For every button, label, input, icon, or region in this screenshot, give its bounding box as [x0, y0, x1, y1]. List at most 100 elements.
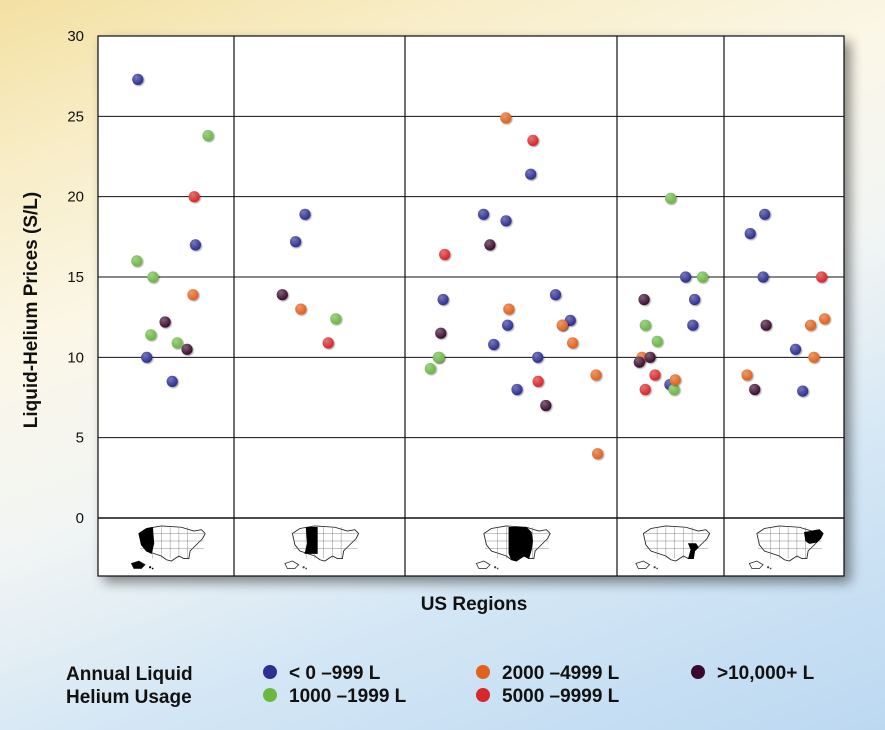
data-point-highlight [668, 383, 680, 396]
data-point-highlight [689, 293, 701, 306]
y-tick-label: 25 [67, 108, 84, 125]
data-point-highlight [669, 374, 681, 386]
data-point-highlight [757, 271, 769, 283]
data-point-highlight [639, 383, 651, 396]
data-point-highlight [477, 208, 490, 220]
data-point-highlight [741, 369, 753, 381]
data-point-highlight [633, 356, 645, 368]
region-map-mountain [284, 525, 360, 570]
y-tick-label: 15 [67, 269, 84, 286]
data-point-highlight [502, 319, 514, 331]
data-point-highlight [644, 351, 656, 363]
data-point-highlight [680, 271, 692, 283]
data-point-highlight [290, 236, 302, 248]
plot-area [97, 35, 845, 577]
data-point-highlight [299, 208, 311, 220]
data-point-highlight [500, 215, 512, 227]
data-point-highlight [147, 271, 159, 283]
data-point-highlight [424, 363, 436, 375]
region-maps [130, 525, 824, 570]
data-point-highlight [759, 208, 771, 220]
data-point-highlight [696, 271, 709, 283]
data-point-highlight [166, 375, 178, 387]
legend-label-5: >10,000+ L [717, 663, 815, 684]
y-tick-label: 0 [76, 510, 84, 527]
data-point-highlight [638, 293, 650, 306]
data-point-highlight [819, 313, 831, 325]
y-tick-label: 10 [67, 349, 84, 366]
data-point-highlight [488, 338, 500, 351]
data-point-highlight [651, 335, 663, 347]
y-axis-ticks: 0 5 10 15 20 25 30 [67, 28, 84, 527]
y-tick-label: 30 [67, 28, 84, 45]
data-point-highlight [202, 130, 214, 142]
data-point-highlight [159, 316, 171, 328]
y-axis-title: Liquid-Helium Prices (S/L) [21, 192, 42, 428]
x-axis-title: US Regions [421, 594, 528, 615]
data-point-highlight [749, 383, 761, 396]
data-point-highlight [808, 351, 820, 363]
data-point-highlight [556, 319, 568, 331]
legend-marker-1 [263, 665, 277, 679]
grid-lines [98, 36, 844, 576]
data-point-highlight [567, 337, 579, 349]
data-point-highlight [276, 289, 288, 301]
data-point-highlight [525, 168, 537, 180]
legend-label-3: 2000 –4999 L [502, 663, 620, 684]
data-point-highlight [188, 191, 200, 203]
data-point-highlight [639, 319, 651, 331]
legend-title-line-1: Annual Liquid [66, 664, 193, 685]
data-point-highlight [437, 293, 449, 306]
legend-marker-4 [476, 688, 490, 702]
data-point-highlight [805, 319, 817, 331]
data-point-highlight [665, 192, 677, 204]
legend-label-4: 5000 –9999 L [502, 686, 620, 707]
data-point-highlight [439, 248, 451, 261]
data-points [131, 73, 831, 460]
data-point-highlight [322, 337, 334, 349]
data-point-highlight [760, 319, 772, 331]
data-point-highlight [532, 375, 544, 387]
data-point-highlight [187, 289, 199, 301]
data-point-highlight [540, 399, 552, 412]
data-point-highlight [789, 343, 802, 355]
region-map-southeast [635, 525, 711, 570]
legend-label-1: < 0 –999 L [289, 663, 381, 684]
legend-title-line-2: Helium Usage [66, 687, 192, 708]
data-point-highlight [132, 73, 144, 85]
data-point-highlight [744, 228, 756, 240]
region-map-northeast [748, 525, 824, 570]
region-map-central [475, 525, 551, 570]
data-point-highlight [687, 319, 699, 331]
region-map-west [130, 525, 206, 570]
legend-marker-2 [263, 688, 277, 702]
data-point-highlight [649, 369, 661, 381]
data-point-highlight [141, 351, 153, 363]
data-point-highlight [484, 239, 496, 251]
data-point-highlight [511, 383, 523, 396]
legend: Annual Liquid Helium Usage < 0 –999 L100… [66, 663, 815, 708]
y-tick-label: 20 [67, 189, 84, 206]
y-tick-label: 5 [76, 430, 84, 447]
data-point-highlight [189, 239, 201, 251]
data-point-highlight [549, 289, 562, 301]
legend-marker-3 [476, 665, 490, 679]
legend-marker-5 [691, 665, 705, 679]
data-point-highlight [330, 313, 342, 325]
data-point-highlight [435, 327, 447, 339]
data-point-highlight [295, 303, 307, 315]
data-point-highlight [131, 255, 143, 267]
data-point-highlight [433, 351, 445, 363]
data-point-highlight [590, 369, 602, 381]
data-point-highlight [532, 351, 544, 363]
legend-label-2: 1000 –1999 L [289, 686, 407, 707]
data-point-highlight [503, 303, 515, 315]
data-point-highlight [816, 271, 828, 283]
data-point-highlight [145, 329, 157, 341]
data-point-highlight [527, 134, 539, 146]
data-point-highlight [171, 337, 183, 349]
data-point-highlight [797, 385, 809, 397]
data-point-highlight [592, 448, 604, 460]
data-point-highlight [181, 343, 193, 355]
